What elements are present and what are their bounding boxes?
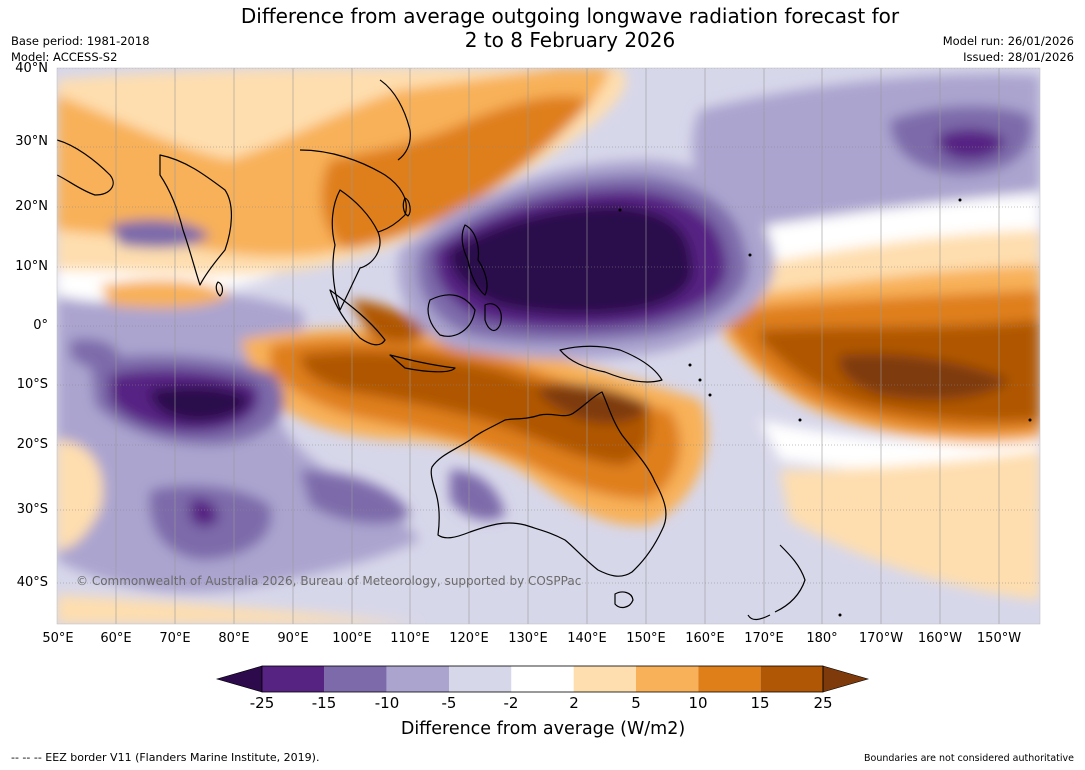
colorbar-tick-label: 10 [688,694,708,712]
strong-positive-region-china [321,96,590,250]
map-title-line1: Difference from average outgoing longwav… [240,4,900,28]
lat-label: 20°N [15,199,48,214]
lat-label: 30°S [16,502,48,517]
colorbar-frame [261,665,824,693]
colorbar-segment [573,666,636,692]
island-dots [618,198,1032,617]
positive-region-south-indian [57,595,420,624]
lon-label: 150°W [976,631,1022,646]
colorbar-tick-label: -15 [311,694,337,712]
lon-label: 130°E [508,631,548,646]
colorbar-tick-label: 2 [569,694,579,712]
colorbar-segment [262,666,325,692]
strong-negative-region-southwest-indian [190,498,219,527]
extreme-positive-region-arafura [539,383,650,424]
coastlines [57,79,806,621]
moderate-negative-region-indian-equatorial [70,338,120,368]
lon-label: 70°E [159,631,191,646]
graticule [57,68,1040,584]
colorbar-tick-label: -25 [249,694,275,712]
lon-label: 110°E [390,631,430,646]
copyright-notice: © Commonwealth of Australia 2026, Bureau… [76,574,582,588]
colorbar [215,665,870,693]
lat-label: 10°S [16,377,48,392]
coastline-taiwan [402,197,411,217]
colorbar-segment [448,666,512,692]
lon-label: 170°W [858,631,904,646]
lon-label: 160°E [685,631,725,646]
eez-border-note: -- -- -- EEZ border V11 (Flanders Marine… [11,751,320,764]
positive-region-south-pacific-1 [780,450,1040,600]
colorbar-tick-label: -2 [503,694,519,712]
extreme-positive-region-pacific [839,353,1010,400]
coastline-australia [430,391,667,577]
coastline-new-zealand [747,544,806,621]
positive-region-central-indian [100,279,230,308]
lat-label: 40°N [15,61,48,76]
positive-region-west-indian [57,440,103,550]
lon-label: 120°E [449,631,489,646]
lon-label: 180° [806,631,838,646]
coastline-indochina [331,189,381,311]
lon-label: 170°E [744,631,784,646]
base-period: Base period: 1981-2018 [11,34,150,48]
model-info: Base period: 1981-2018 Model: ACCESS-S2 [11,33,150,65]
lon-label: 80°E [218,631,250,646]
coastline-new-guinea [559,345,663,383]
lon-label: 140°E [567,631,607,646]
lon-label: 60°E [100,631,132,646]
model-name: Model: ACCESS-S2 [11,50,118,64]
lon-label: 90°E [277,631,309,646]
colorbar-segment [635,666,699,692]
very-strong-positive-region-timor-sea [300,350,651,465]
lat-label: 40°S [16,575,48,590]
map-title: Difference from average outgoing longwav… [170,4,970,52]
lon-label: 50°E [42,631,74,646]
coastline-sulawesi [484,303,502,332]
lat-label: 20°S [16,437,48,452]
colorbar-extend-high [822,665,870,693]
coastline-sri-lanka [215,281,224,297]
colorbar-tick-label: -5 [441,694,457,712]
issued-date: Issued: 28/01/2026 [963,50,1074,64]
lon-label: 160°W [917,631,963,646]
coastline-borneo [427,294,476,337]
map-frame [56,67,1041,625]
coastline-arabia [57,139,114,196]
meridians [115,68,1000,624]
colorbar-extend-low [215,665,263,693]
coastline-china [299,149,407,233]
extreme-negative-region-west-pacific [449,205,694,316]
moderate-negative-region-bay-of-bengal [110,219,210,248]
colorbar-segment [324,666,387,692]
boundaries-note: Boundaries are not considered authoritat… [864,753,1074,764]
run-info: Model run: 26/01/2026 Issued: 28/01/2026 [943,33,1074,65]
coastline-india [159,154,233,286]
map-title-line2: 2 to 8 February 2026 [464,28,676,52]
colorbar-segment [511,666,574,692]
lon-label: 150°E [626,631,666,646]
coastline-tasmania [614,591,634,609]
colorbar-segment [698,666,761,692]
lat-label: 10°N [15,259,48,274]
model-run-date: Model run: 26/01/2026 [942,34,1074,48]
colorbar-tick-label: 5 [631,694,641,712]
coastline-philippines [461,224,488,296]
colorbar-tick-label: 15 [750,694,770,712]
coastline-sumatra [329,289,386,346]
colorbar-tick-label: 25 [813,694,833,712]
strong-negative-region-north-pacific [938,128,1005,160]
coastline-japan [379,79,411,161]
colorbar-tick-label: -10 [374,694,400,712]
colorbar-segment [386,666,449,692]
lat-label: 30°N [15,134,48,149]
moderate-negative-region-western-australia [450,470,505,520]
colorbar-segment [760,666,823,692]
colorbar-title: Difference from average (W/m2) [400,719,686,739]
lat-label: 0° [33,318,48,333]
coastline-java [389,354,456,373]
lon-label: 100°E [332,631,372,646]
